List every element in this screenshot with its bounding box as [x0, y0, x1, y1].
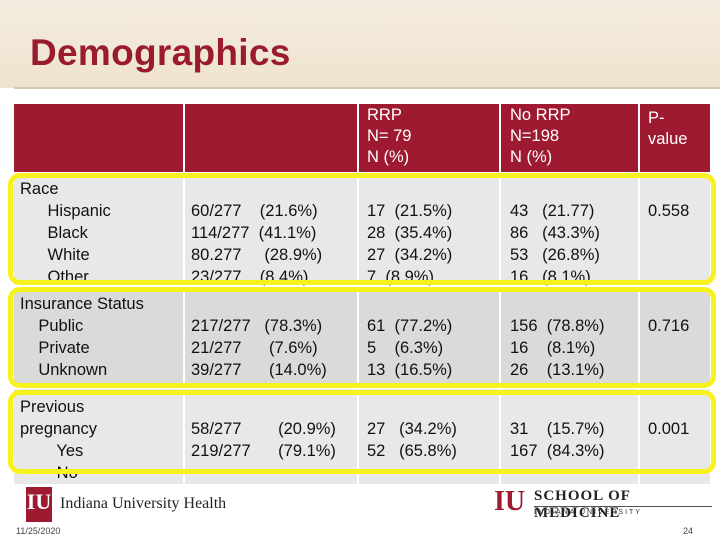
column-divider: [357, 104, 359, 484]
cell-race-p-value: 0.558: [648, 202, 690, 220]
row-label-pregnancy: Previous pregnancy Yes No: [20, 398, 98, 482]
highlight-box-insurance: [8, 287, 716, 388]
cell-pregnancy-no-rrp: 31 (15.7%) 167 (84.3%): [510, 420, 605, 460]
school-of-medicine-divider: [534, 506, 712, 507]
table-row-insurance-bg: [14, 288, 710, 386]
title-underline: [14, 87, 720, 89]
cell-pregnancy-rrp: 27 (34.2%) 52 (65.8%): [367, 420, 457, 460]
title-band: [0, 0, 720, 88]
highlight-box-pregnancy: [8, 390, 716, 474]
header-p-value: P- value: [648, 109, 688, 148]
iu-health-logo-icon: IU: [26, 487, 52, 521]
slide-title: Demographics: [30, 32, 291, 73]
column-divider: [638, 104, 640, 484]
cell-insurance-no-rrp: 156 (78.8%) 16 (8.1%) 26 (13.1%): [510, 317, 605, 379]
iu-health-logo-base: [26, 516, 52, 522]
slide-date: 11/25/2020: [16, 526, 61, 536]
cell-pregnancy-p-value: 0.001: [648, 420, 690, 438]
cell-insurance-total: 217/277 (78.3%) 21/277 (7.6%) 39/277 (14…: [191, 317, 327, 379]
school-of-medicine-logo-text: SCHOOL OF MEDICINE: [534, 488, 631, 521]
highlight-box-race: [8, 173, 716, 285]
table-header-row: [14, 104, 710, 172]
cell-pregnancy-total: 58/277 (20.9%) 219/277 (79.1%): [191, 420, 336, 460]
table-row-race-bg: [14, 175, 710, 285]
header-rrp: RRP N= 79 N (%): [367, 106, 412, 166]
school-of-medicine-logo-icon: IU: [494, 486, 526, 517]
page-number: 24: [683, 526, 694, 536]
table-row-pregnancy-bg: [14, 389, 710, 484]
iu-health-logo-text: Indiana University Health: [60, 495, 227, 512]
footer-bar: [0, 484, 720, 540]
school-of-medicine-subtitle: INDIANA UNIVERSITY: [534, 509, 642, 516]
header-no-rrp: No RRP N=198 N (%): [510, 106, 571, 166]
column-divider: [499, 104, 501, 484]
column-divider: [183, 104, 185, 484]
cell-insurance-rrp: 61 (77.2%) 5 (6.3%) 13 (16.5%): [367, 317, 453, 379]
row-label-insurance: Insurance Status Public Private Unknown: [20, 295, 144, 379]
cell-insurance-p-value: 0.716: [648, 317, 690, 335]
cell-race-total: 60/277 (21.6%) 114/277 (41.1%) 80.277 (2…: [191, 202, 323, 286]
